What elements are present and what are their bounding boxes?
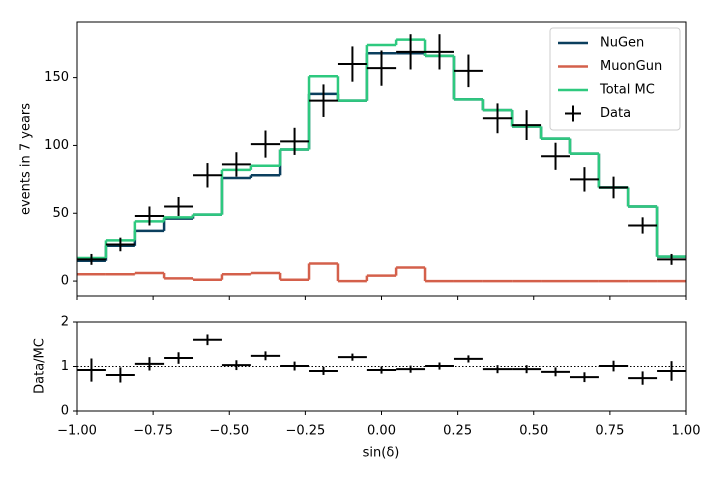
x-tick-label: 0.75 [595, 424, 624, 439]
y-tick-label: 0 [61, 404, 69, 419]
y-tick-label: 0 [61, 274, 69, 289]
x-tick-label: −0.75 [133, 424, 173, 439]
x-tick-label: 1.00 [672, 424, 701, 439]
x-tick-label: 0.25 [443, 424, 472, 439]
x-tick-label: −0.25 [285, 424, 325, 439]
axes-frame [76, 321, 687, 412]
legend-label: NuGen [600, 36, 644, 51]
x-tick-label: 0.50 [519, 424, 548, 439]
legend-label: Data [600, 106, 631, 121]
y-tick-label: 1 [61, 359, 69, 374]
ratio-y-axis-label: Data/MC [33, 338, 48, 394]
x-tick-label: 0.00 [367, 424, 396, 439]
x-tick-label: −0.50 [209, 424, 249, 439]
legend-label: Total MC [599, 83, 655, 98]
y-tick-label: 2 [61, 315, 69, 330]
y-tick-label: 100 [44, 138, 69, 153]
y-axis-label: events in 7 years [19, 103, 34, 215]
y-tick-label: 50 [52, 206, 69, 221]
y-tick-label: 150 [44, 70, 69, 85]
x-tick-label: −1.00 [57, 424, 97, 439]
legend-box [549, 27, 681, 131]
x-axis-label: sin(δ) [363, 446, 400, 461]
axes-frame [76, 21, 687, 297]
legend-label: MuonGun [600, 59, 662, 74]
